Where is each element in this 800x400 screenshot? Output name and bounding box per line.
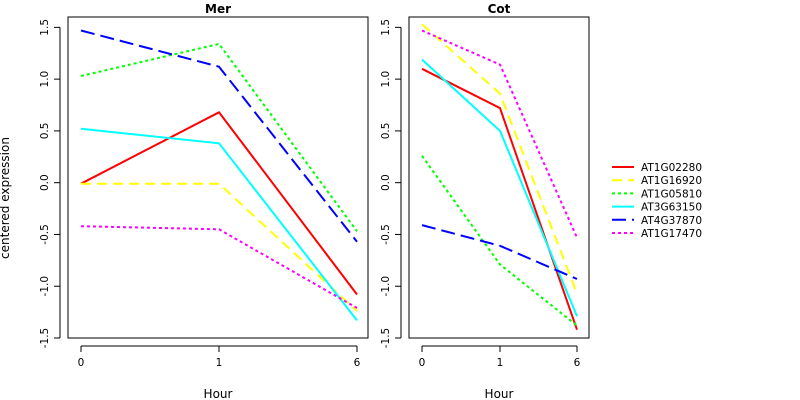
legend-label: AT3G63150 [641,202,702,214]
y-axis-label: centered expression [0,137,12,259]
y-tick-label: 1.0 [39,71,51,88]
series-line-at1g02280 [421,67,578,331]
legend-label: AT1G05810 [641,188,702,200]
y-tick-label: 0.0 [380,174,392,191]
series-line-at1g16920 [81,182,358,312]
panel-mer: Mer -1.5 -1.0 -0.5 0.0 0.5 1.0 1.5 0 1 6 Hour [39,2,369,400]
y-tick-label: -0.5 [39,224,51,245]
y-tick-label: -1.5 [380,328,392,349]
legend-label: AT1G02280 [641,162,702,174]
panel-title: Mer [205,2,231,16]
y-tick-label: -1.0 [39,276,51,297]
y-tick-label: -1.0 [380,276,392,297]
panel-title: Cot [488,2,511,16]
y-tick-label: 1.5 [380,19,392,36]
series-line-at1g05810 [421,155,578,327]
x-tick-label: 1 [497,357,504,369]
legend-label: AT4G37870 [641,215,702,227]
series-line-at3g63150 [80,127,358,322]
x-axis-label: Hour [204,387,233,400]
y-tick-label: -0.5 [380,224,392,245]
series-line-at1g17470 [421,29,578,239]
y-tick-label: 0.0 [39,174,51,191]
x-tick-label: 1 [216,357,223,369]
series-line-at1g05810 [80,42,358,232]
y-tick-label: 0.5 [380,123,392,140]
legend-label: AT1G17470 [641,228,702,240]
series-line-at4g37870 [421,224,578,280]
y-tick-label: 0.5 [39,123,51,140]
panels: Mer -1.5 -1.0 -0.5 0.0 0.5 1.0 1.5 0 1 6 Hour Cot -1.… [39,2,590,400]
series-line-at1g17470 [80,225,358,309]
x-tick-label: 0 [419,357,426,369]
series-line-at4g37870 [80,29,358,243]
y-tick-label: 1.0 [380,71,392,88]
y-tick-label: -1.5 [39,328,51,349]
plot-frame [67,16,369,339]
x-tick-label: 6 [574,357,581,369]
x-tick-label: 0 [78,357,85,369]
plot-frame [408,16,590,339]
series-line-at1g02280 [80,111,358,296]
series-line-at3g63150 [421,58,578,317]
x-axis-label: Hour [485,387,514,400]
y-tick-label: 1.5 [39,19,51,36]
panel-cot: Cot -1.5 -1.0 -0.5 0.0 0.5 1.0 1.5 0 1 6 Hour [380,2,590,400]
x-tick-label: 6 [354,357,361,369]
legend-label: AT1G16920 [641,175,702,187]
series-line-at1g16920 [421,23,578,294]
